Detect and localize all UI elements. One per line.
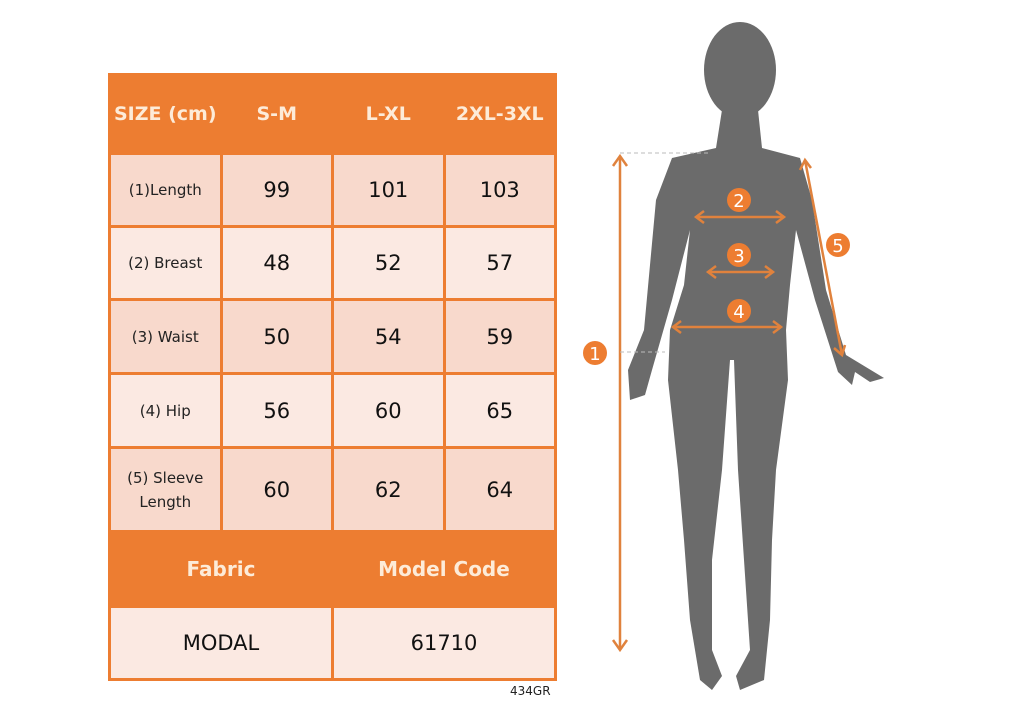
measurement-markers: 1 2 3 4 5 (583, 188, 850, 365)
header-model-code: Model Code (331, 530, 557, 608)
row-label: (2) Breast (108, 225, 223, 301)
row-label: (1)Length (108, 152, 223, 228)
cell: 50 (219, 298, 334, 375)
table-row: (5) Sleeve Length 60 62 64 (108, 446, 557, 533)
cell: 103 (442, 152, 557, 228)
cell: 54 (331, 298, 446, 375)
size-chart-table: SIZE (cm) S-M L-XL 2XL-3XL (1)Length 99 … (108, 73, 557, 681)
marker-2: 2 (733, 191, 744, 212)
row-label: (3) Waist (108, 298, 223, 375)
marker-5: 5 (832, 236, 843, 257)
model-code-value: 61710 (331, 605, 557, 681)
table-row: (2) Breast 48 52 57 (108, 225, 557, 301)
table-row: (1)Length 99 101 103 (108, 152, 557, 228)
measurement-lines (611, 153, 847, 653)
cell: 64 (442, 446, 557, 533)
marker-3: 3 (733, 246, 744, 267)
row-label: (5) Sleeve Length (108, 446, 223, 533)
cell: 52 (331, 225, 446, 301)
cell: 48 (219, 225, 334, 301)
fabric-value: MODAL (108, 605, 334, 681)
silhouette (628, 22, 884, 690)
row-label: (4) Hip (108, 372, 223, 449)
marker-1: 1 (589, 344, 600, 365)
cell: 101 (331, 152, 446, 228)
table-row: (3) Waist 50 54 59 (108, 298, 557, 375)
cell: 56 (219, 372, 334, 449)
header-l-xl: L-XL (331, 73, 446, 155)
cell: 65 (442, 372, 557, 449)
header-size: SIZE (cm) (108, 73, 223, 155)
header-s-m: S-M (219, 73, 334, 155)
body-silhouette-figure: 1 2 3 4 5 (583, 22, 884, 690)
cell: 60 (331, 372, 446, 449)
product-code: 434GR (510, 684, 551, 698)
marker-4: 4 (733, 302, 744, 323)
cell: 99 (219, 152, 334, 228)
cell: 57 (442, 225, 557, 301)
cell: 60 (219, 446, 334, 533)
cell: 62 (331, 446, 446, 533)
table-row: (4) Hip 56 60 65 (108, 372, 557, 449)
header-fabric: Fabric (108, 530, 334, 608)
dashed-guides (620, 152, 710, 353)
header-2xl-3xl: 2XL-3XL (442, 73, 557, 155)
cell: 59 (442, 298, 557, 375)
